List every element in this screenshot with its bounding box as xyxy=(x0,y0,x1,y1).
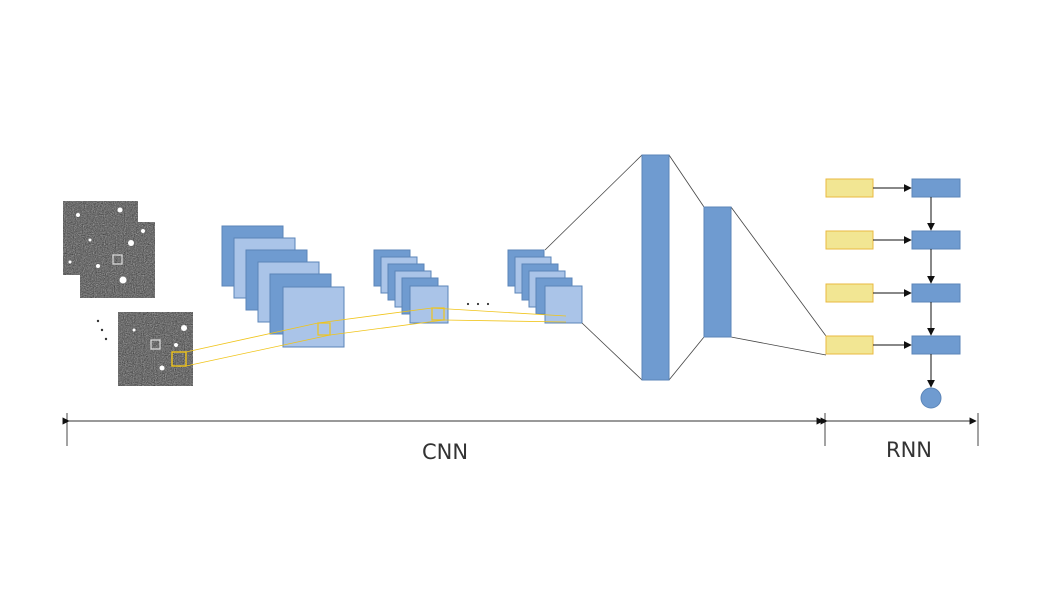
rnn-arrows xyxy=(873,184,935,388)
patch-marker xyxy=(150,339,161,350)
span-brackets xyxy=(62,413,979,446)
receptive-field-input xyxy=(171,351,187,367)
feature-map xyxy=(282,286,345,348)
rnn-cell-1 xyxy=(911,178,961,198)
conv-layer-2 xyxy=(373,249,449,324)
fc-connections xyxy=(544,154,827,381)
rnn-input-2 xyxy=(825,230,874,250)
input-image-stack xyxy=(63,201,193,386)
rnn-output-node xyxy=(920,387,942,409)
rnn-cell-3 xyxy=(911,283,961,303)
rnn-input-3 xyxy=(825,283,874,303)
rnn-label: RNN xyxy=(886,438,932,462)
rnn-input-1 xyxy=(825,178,874,198)
fc-layer-2 xyxy=(703,206,732,338)
layers-ellipsis xyxy=(466,302,490,306)
rnn-cell-2 xyxy=(911,230,961,250)
conv-layer-1 xyxy=(221,225,345,348)
receptive-field-lines xyxy=(185,307,567,367)
conv-layer-n xyxy=(507,249,583,324)
rnn-block xyxy=(825,178,961,409)
fc-layer-1 xyxy=(641,154,670,381)
input-image-2 xyxy=(80,222,155,298)
feature-map xyxy=(544,285,583,324)
receptive-field-1 xyxy=(317,322,331,336)
feature-map xyxy=(409,285,449,324)
patch-marker xyxy=(112,254,123,265)
input-ellipsis xyxy=(96,319,108,341)
rnn-cell-4 xyxy=(911,335,961,355)
cnn-label: CNN xyxy=(422,440,468,464)
input-image-3 xyxy=(118,312,193,386)
rnn-input-4 xyxy=(825,335,874,355)
